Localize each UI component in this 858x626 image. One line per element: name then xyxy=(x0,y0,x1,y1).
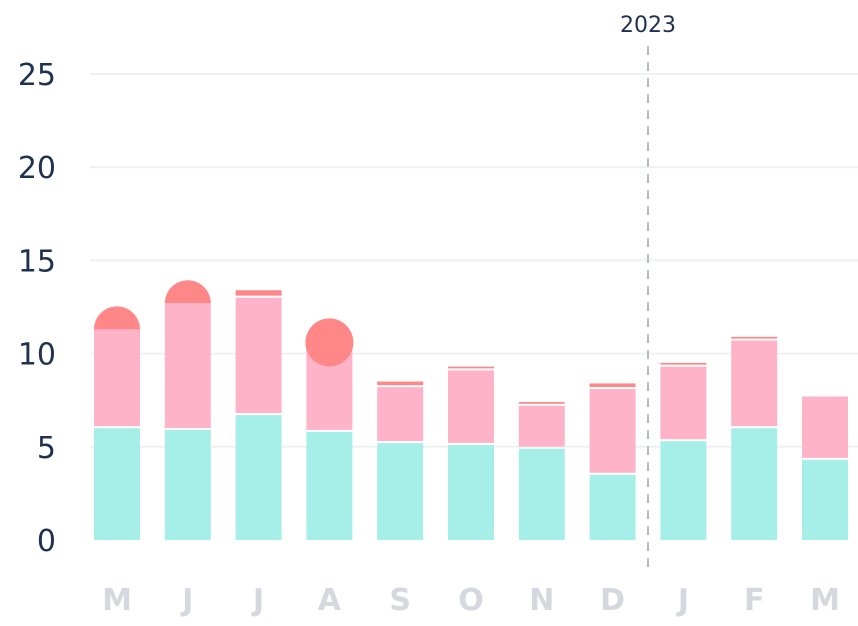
bar-segment xyxy=(165,430,211,540)
bar-segment xyxy=(377,387,423,441)
bar-stack xyxy=(165,303,211,540)
y-axis-ticks: 0 5 10 15 20 25 xyxy=(18,58,56,559)
bar-segment xyxy=(165,303,211,428)
circle-marker xyxy=(305,318,353,366)
bar-segment xyxy=(377,443,423,540)
x-tick-label: D xyxy=(600,583,625,618)
y-tick-label: 20 xyxy=(18,151,56,186)
x-tick-label: M xyxy=(102,583,132,618)
bar-segment xyxy=(306,432,352,540)
bar-segment xyxy=(660,367,706,440)
half-circle-marker xyxy=(165,280,211,303)
y-tick-label: 15 xyxy=(18,244,56,279)
bar-stack xyxy=(660,363,706,540)
bar-segment xyxy=(660,441,706,540)
bar-segment xyxy=(731,428,777,540)
bar-stack xyxy=(377,382,423,540)
bar-segment xyxy=(590,475,636,540)
bars xyxy=(94,290,848,540)
bar-stack xyxy=(94,329,140,540)
x-tick-label: J xyxy=(180,583,193,618)
bar-segment xyxy=(731,337,777,339)
x-tick-label: A xyxy=(318,583,342,618)
x-tick-label: O xyxy=(458,583,484,618)
bar-segment xyxy=(94,329,140,426)
bar-segment xyxy=(590,389,636,473)
x-tick-label: F xyxy=(744,583,765,618)
bar-segment xyxy=(448,367,494,369)
y-tick-label: 10 xyxy=(18,338,56,373)
x-tick-label: S xyxy=(389,583,411,618)
bar-stack xyxy=(236,290,282,540)
x-tick-label: J xyxy=(676,583,689,618)
bar-segment xyxy=(802,460,848,540)
bar-segment xyxy=(236,298,282,413)
bar-segment xyxy=(236,290,282,295)
bar-stack xyxy=(802,396,848,540)
bar-segment xyxy=(448,445,494,540)
bar-segment xyxy=(236,415,282,540)
y-tick-label: 5 xyxy=(37,431,56,466)
year-label: 2023 xyxy=(620,13,676,38)
bar-segment xyxy=(519,406,565,447)
x-tick-label: M xyxy=(810,583,840,618)
bar-segment xyxy=(802,396,848,457)
bar-segment xyxy=(590,383,636,387)
bar-stack xyxy=(731,337,777,540)
bar-segment xyxy=(519,402,565,404)
bar-segment xyxy=(519,449,565,540)
bar-stack xyxy=(590,383,636,540)
bar-segment xyxy=(377,382,423,386)
half-circle-marker xyxy=(94,306,140,329)
bar-stack xyxy=(306,342,352,540)
x-tick-label: N xyxy=(529,583,554,618)
y-tick-label: 0 xyxy=(37,524,56,559)
x-tick-label: J xyxy=(251,583,264,618)
bar-segment xyxy=(448,370,494,443)
bar-segment xyxy=(94,428,140,540)
bar-segment xyxy=(731,341,777,427)
bar-segment xyxy=(660,363,706,365)
bar-stack xyxy=(519,402,565,540)
y-tick-label: 25 xyxy=(18,58,56,93)
bar-stack xyxy=(448,367,494,540)
